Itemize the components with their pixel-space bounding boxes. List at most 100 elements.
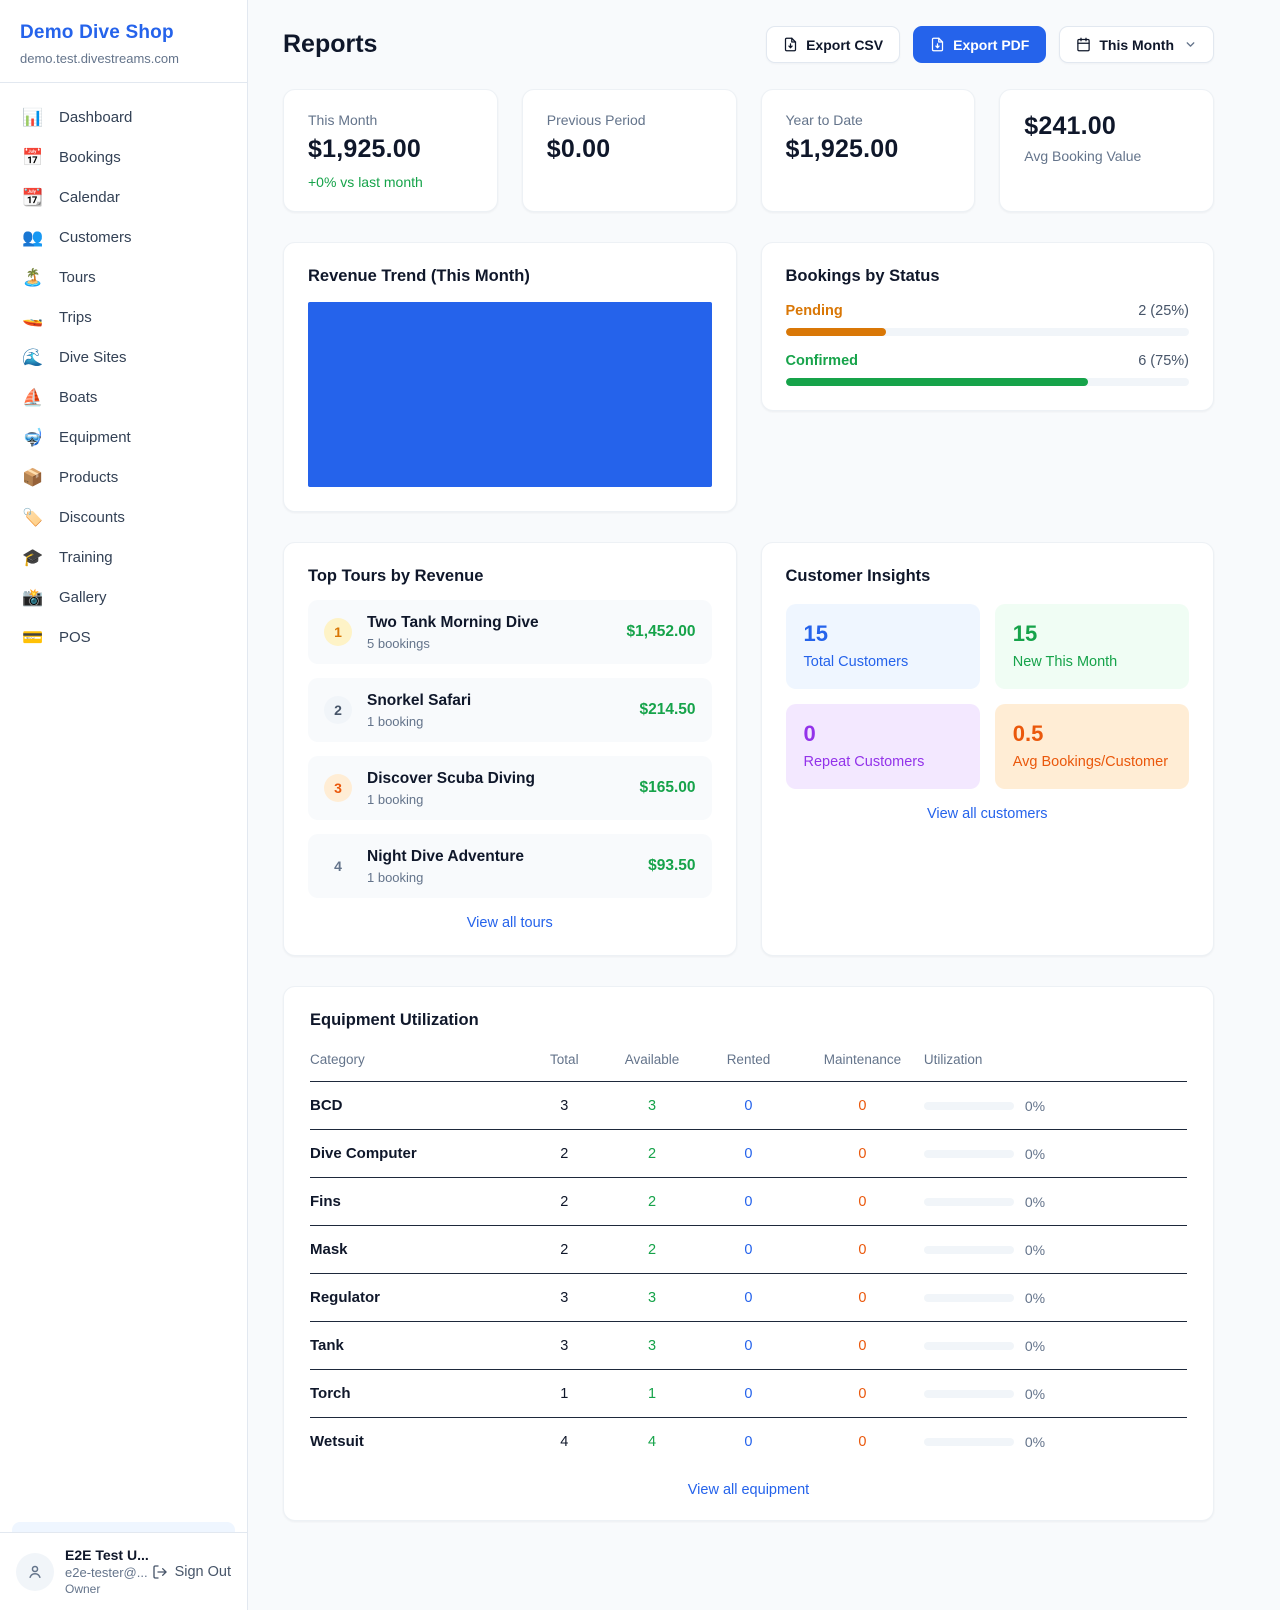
sidebar-header: Demo Dive Shop demo.test.divestreams.com <box>0 0 247 83</box>
tour-row: 2 Snorkel Safari 1 booking $214.50 <box>308 678 712 742</box>
tour-bookings: 1 booking <box>367 869 424 885</box>
user-meta: E2E Test U... e2e-tester@... Owner <box>65 1547 149 1596</box>
bookings-calendar-icon: 📅 <box>22 148 44 167</box>
sidebar-item-trips[interactable]: 🚤 Trips <box>12 299 235 336</box>
utilization-bar <box>923 1149 1014 1158</box>
shop-domain: demo.test.divestreams.com <box>20 51 179 66</box>
rank-badge: 4 <box>334 858 342 874</box>
sidebar-item-label: Customers <box>59 229 132 246</box>
sidebar-item-dive-sites[interactable]: 🌊 Dive Sites <box>12 339 235 376</box>
utilization-percent: 0% <box>1024 1241 1046 1258</box>
table-row: Mask 2 2 0 0 0% <box>310 1225 1187 1274</box>
progress-track <box>785 378 1189 386</box>
export-csv-label: Export CSV <box>806 36 884 53</box>
rank-badge: 3 <box>324 774 352 802</box>
sign-out-button[interactable]: Sign Out <box>152 1564 231 1580</box>
tour-amount: $165.00 <box>639 779 696 796</box>
cell-rented: 0 <box>695 1081 802 1130</box>
sidebar-item-equipment[interactable]: 🤿 Equipment <box>12 419 235 456</box>
revenue-trend-panel: Revenue Trend (This Month) <box>283 242 737 512</box>
cell-maintenance: 0 <box>801 1369 924 1418</box>
view-all-customers-link[interactable]: View all customers <box>786 806 1190 822</box>
cell-category: Fins <box>310 1177 521 1226</box>
insight-tile-repeat-customers: 0 Repeat Customers <box>785 704 980 789</box>
customer-insights-title: Customer Insights <box>785 567 931 585</box>
sidebar-nav: 📊 Dashboard 📅 Bookings 📆 Calendar 👥 Cust… <box>0 83 247 1532</box>
cell-utilization: 0% <box>923 1177 1187 1226</box>
sidebar-item-training[interactable]: 🎓 Training <box>12 539 235 576</box>
cell-category: Wetsuit <box>310 1433 364 1450</box>
cell-total: 1 <box>520 1369 609 1418</box>
progress-fill <box>785 328 887 336</box>
sidebar-item-discounts[interactable]: 🏷️ Discounts <box>12 499 235 536</box>
cell-total: 2 <box>520 1177 609 1226</box>
page-header: Reports Export CSV Export PDF <box>283 26 1214 63</box>
top-tours-panel: Top Tours by Revenue 1 Two Tank Morning … <box>283 542 737 956</box>
customer-insights-panel: Customer Insights 15 Total Customers 15 … <box>760 542 1214 956</box>
insight-tile-avg-bookings: 0.5 Avg Bookings/Customer <box>994 704 1189 789</box>
table-row: Fins 2 2 0 0 0% <box>310 1177 1187 1226</box>
tour-bookings: 1 booking <box>367 713 424 729</box>
sidebar-item-pos[interactable]: 💳 POS <box>12 619 235 656</box>
table-row: Tank 3 3 0 0 0% <box>310 1321 1187 1370</box>
col-header-utilization: Utilization <box>923 1044 1187 1082</box>
table-row: Regulator 3 3 0 0 0% <box>310 1273 1187 1322</box>
tile-value: 15 <box>803 621 828 646</box>
sidebar-item-dashboard[interactable]: 📊 Dashboard <box>12 99 235 136</box>
table-row: Dive Computer 2 2 0 0 0% <box>310 1129 1187 1178</box>
sidebar: Demo Dive Shop demo.test.divestreams.com… <box>0 0 248 1610</box>
stat-card-avg-booking-value: $241.00 Avg Booking Value <box>999 89 1214 212</box>
sidebar-item-customers[interactable]: 👥 Customers <box>12 219 235 256</box>
bookings-by-status-title: Bookings by Status <box>785 267 940 285</box>
utilization-percent: 0% <box>1024 1097 1046 1114</box>
cell-utilization: 0% <box>923 1129 1187 1178</box>
cell-category: Regulator <box>310 1273 521 1322</box>
sidebar-item-tours[interactable]: 🏝️ Tours <box>12 259 235 296</box>
utilization-bar <box>923 1389 1014 1398</box>
shop-name: Demo Dive Shop <box>20 22 174 43</box>
sidebar-item-label: Boats <box>59 389 98 406</box>
cell-maintenance: 0 <box>801 1225 924 1274</box>
section-row-2: Top Tours by Revenue 1 Two Tank Morning … <box>283 542 1214 956</box>
user-name: E2E Test U... <box>65 1547 149 1563</box>
dashboard-chart-icon: 📊 <box>22 108 44 127</box>
tour-bookings: 5 bookings <box>367 635 430 651</box>
sidebar-item-label: Equipment <box>59 429 131 446</box>
cell-maintenance: 0 <box>801 1081 924 1130</box>
header-actions: Export CSV Export PDF This Month <box>766 26 1214 63</box>
status-row-confirmed: Confirmed 6 (75%) <box>785 353 1189 386</box>
sidebar-item-boats[interactable]: ⛵ Boats <box>12 379 235 416</box>
stat-value: $0.00 <box>546 135 611 163</box>
tile-label: Avg Bookings/Customer <box>1012 754 1169 770</box>
page-title: Reports <box>283 30 378 58</box>
cell-utilization: 0% <box>923 1225 1187 1274</box>
sidebar-item-bookings[interactable]: 📅 Bookings <box>12 139 235 176</box>
tour-amount: $214.50 <box>639 701 696 718</box>
cell-available: 4 <box>647 1433 657 1450</box>
sidebar-item-active-partial[interactable] <box>12 1522 235 1532</box>
export-csv-button[interactable]: Export CSV <box>766 26 901 63</box>
view-all-equipment-link[interactable]: View all equipment <box>310 1482 1187 1498</box>
view-all-tours-link[interactable]: View all tours <box>308 915 712 931</box>
export-pdf-button[interactable]: Export PDF <box>913 26 1047 63</box>
sidebar-item-calendar[interactable]: 📆 Calendar <box>12 179 235 216</box>
cell-rented: 0 <box>695 1321 802 1370</box>
utilization-bar <box>923 1293 1014 1302</box>
tour-row: 1 Two Tank Morning Dive 5 bookings $1,45… <box>308 600 712 664</box>
sidebar-item-gallery[interactable]: 📸 Gallery <box>12 579 235 616</box>
sidebar-item-products[interactable]: 📦 Products <box>12 459 235 496</box>
gallery-camera-icon: 📸 <box>22 588 44 607</box>
file-download-icon <box>931 37 944 52</box>
tour-amount: $93.50 <box>648 857 696 874</box>
cell-utilization: 0% <box>923 1273 1187 1322</box>
sidebar-item-label: Dashboard <box>59 109 133 126</box>
sidebar-item-label: Discounts <box>59 509 125 526</box>
stat-card-year-to-date: Year to Date $1,925.00 <box>760 89 976 212</box>
logout-icon <box>152 1564 167 1579</box>
period-select[interactable]: This Month <box>1059 26 1214 63</box>
stat-label: This Month <box>308 112 378 128</box>
table-header-row: Category Total Available Rented Maintena… <box>310 1044 1187 1082</box>
status-value: 2 (25%) <box>1138 303 1189 319</box>
cell-available: 1 <box>608 1369 696 1418</box>
stat-value: $241.00 <box>1024 112 1117 140</box>
